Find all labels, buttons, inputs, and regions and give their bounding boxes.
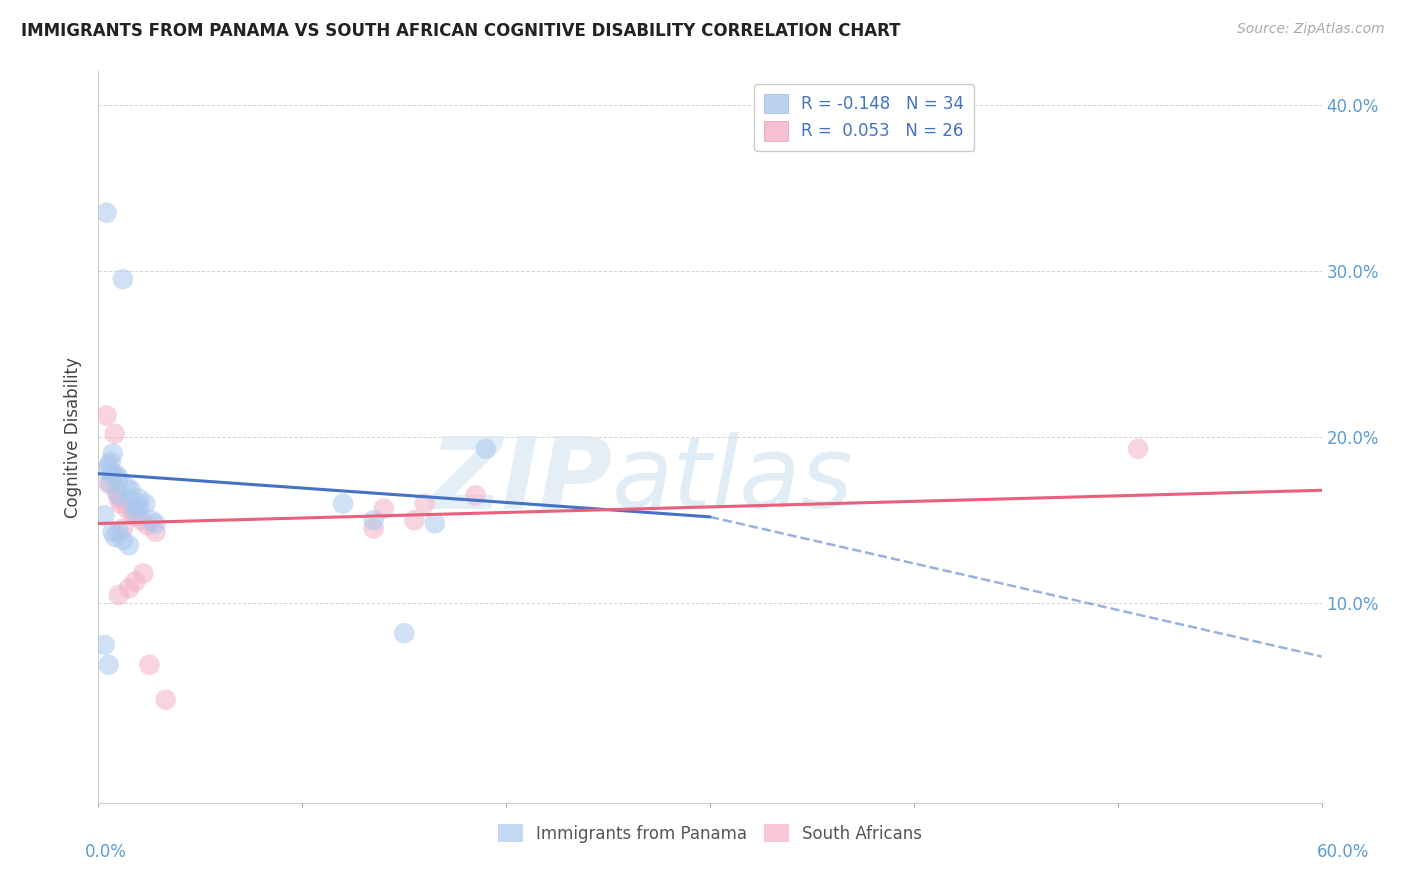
Point: [111, 533, 134, 548]
Point: [392, 626, 416, 640]
Point: [332, 497, 354, 511]
Text: IMMIGRANTS FROM PANAMA VS SOUTH AFRICAN COGNITIVE DISABILITY CORRELATION CHART: IMMIGRANTS FROM PANAMA VS SOUTH AFRICAN …: [21, 22, 901, 40]
Point: [101, 447, 124, 461]
Point: [138, 657, 160, 672]
Point: [127, 509, 149, 524]
Point: [108, 491, 131, 506]
Point: [96, 463, 118, 477]
Point: [129, 513, 152, 527]
Point: [120, 483, 142, 498]
Point: [108, 524, 131, 539]
Point: [108, 488, 131, 502]
Point: [108, 588, 131, 602]
Point: [93, 638, 115, 652]
Point: [108, 472, 131, 486]
Point: [104, 426, 127, 441]
Point: [96, 409, 118, 423]
Text: 60.0%: 60.0%: [1316, 843, 1369, 861]
Point: [97, 657, 120, 672]
Point: [111, 272, 134, 286]
Point: [127, 500, 149, 514]
Point: [104, 530, 127, 544]
Point: [124, 505, 146, 519]
Point: [101, 524, 124, 539]
Point: [155, 692, 177, 706]
Point: [128, 491, 150, 506]
Point: [363, 513, 385, 527]
Point: [122, 507, 145, 521]
Text: ZIP: ZIP: [429, 433, 612, 530]
Point: [124, 574, 146, 589]
Point: [118, 538, 141, 552]
Point: [145, 524, 167, 539]
Point: [474, 442, 498, 456]
Point: [423, 516, 446, 531]
Point: [101, 467, 124, 481]
Point: [110, 497, 132, 511]
Point: [120, 493, 142, 508]
Point: [145, 516, 167, 531]
Point: [118, 582, 141, 596]
Point: [404, 513, 426, 527]
Point: [93, 508, 115, 523]
Point: [413, 497, 436, 511]
Text: atlas: atlas: [612, 433, 853, 530]
Point: [128, 500, 150, 514]
Point: [111, 521, 134, 535]
Point: [100, 476, 122, 491]
Point: [141, 513, 163, 527]
Point: [115, 501, 138, 516]
Point: [96, 205, 118, 219]
Point: [136, 518, 159, 533]
Point: [105, 468, 128, 483]
Point: [101, 468, 124, 483]
Point: [105, 484, 128, 499]
Point: [97, 476, 120, 491]
Point: [134, 497, 156, 511]
Point: [373, 501, 395, 516]
Legend: Immigrants from Panama, South Africans: Immigrants from Panama, South Africans: [491, 818, 929, 849]
Point: [97, 458, 120, 473]
Y-axis label: Cognitive Disability: Cognitive Disability: [65, 357, 83, 517]
Text: Source: ZipAtlas.com: Source: ZipAtlas.com: [1237, 22, 1385, 37]
Point: [464, 488, 486, 502]
Point: [363, 521, 385, 535]
Point: [100, 455, 122, 469]
Point: [115, 480, 138, 494]
Point: [132, 566, 155, 581]
Text: 0.0%: 0.0%: [84, 843, 127, 861]
Point: [1128, 442, 1150, 456]
